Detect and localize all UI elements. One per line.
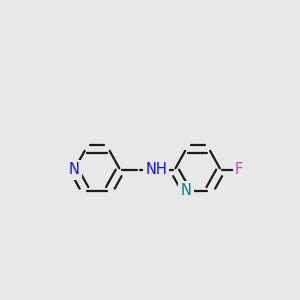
Text: NH: NH (145, 163, 167, 178)
Text: N: N (181, 183, 191, 198)
Text: N: N (69, 163, 80, 178)
Text: F: F (235, 163, 243, 178)
